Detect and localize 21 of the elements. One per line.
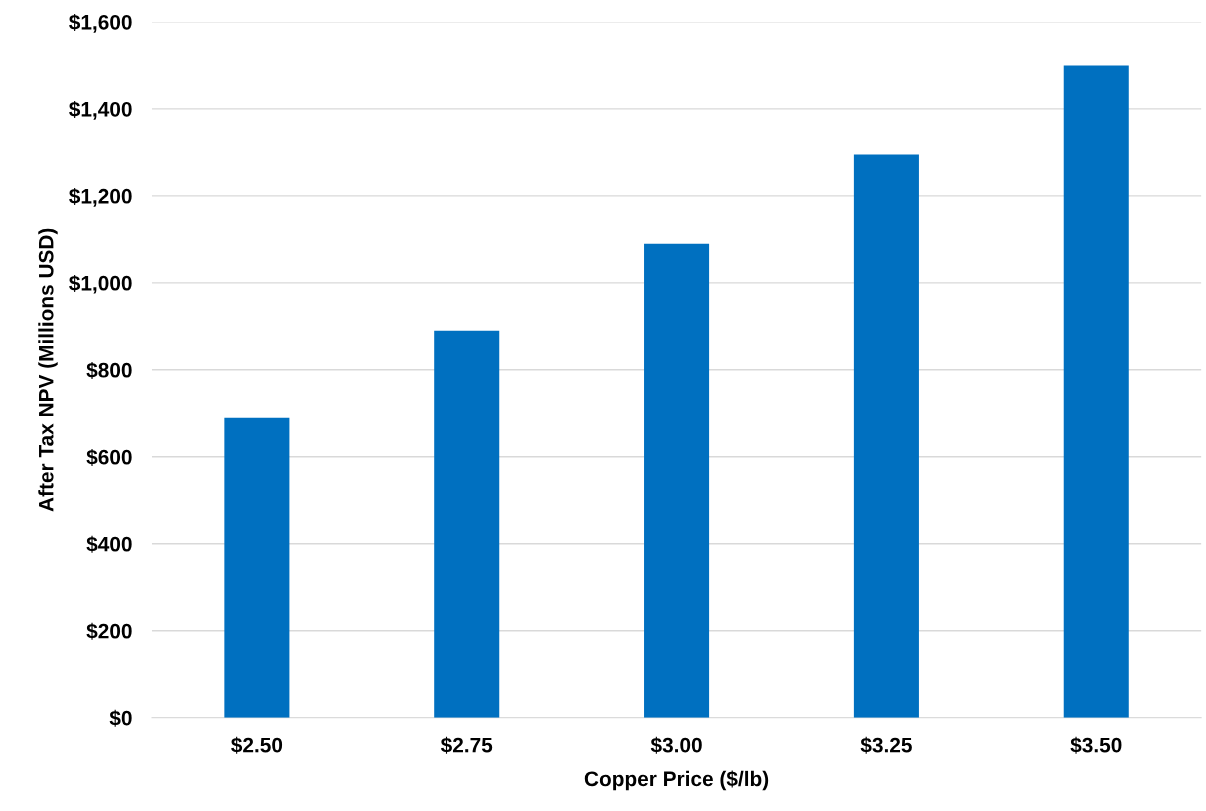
y-axis-title: After Tax NPV (Millions USD) (38, 228, 58, 512)
bar (1063, 65, 1129, 718)
x-tick-label: $3.00 (650, 736, 702, 754)
y-tick-label: $400 (86, 535, 132, 553)
x-tick-label: $3.25 (860, 736, 912, 754)
y-tick-label: $0 (109, 709, 132, 727)
y-tick-label: $800 (86, 361, 132, 379)
y-tick-label: $1,000 (69, 274, 132, 294)
bar (644, 243, 710, 718)
y-tick-label: $1,600 (69, 13, 132, 33)
x-tick-label: $2.50 (231, 736, 283, 754)
y-tick-label: $200 (86, 622, 132, 640)
y-tick-label: $600 (86, 448, 132, 466)
y-tick-label: $1,200 (69, 187, 132, 207)
bar (853, 154, 919, 718)
y-tick-label: $1,400 (69, 100, 132, 120)
bar (434, 330, 500, 718)
bar (224, 417, 290, 718)
x-tick-label: $2.75 (440, 736, 493, 754)
x-tick-label: $3.50 (1070, 736, 1122, 754)
x-axis-title: Copper Price ($/lb) (584, 770, 769, 791)
